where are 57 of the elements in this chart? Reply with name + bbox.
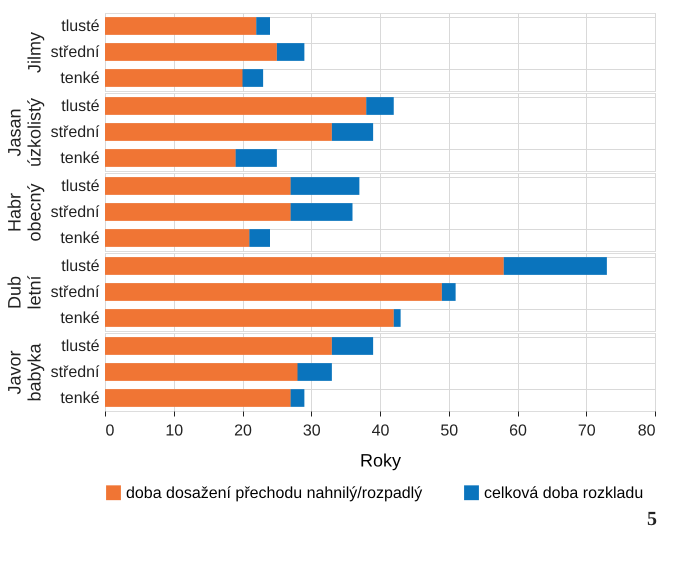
legend-label: doba dosažení přechodu nahnilý/rozpadlý bbox=[126, 484, 422, 502]
bar bbox=[105, 69, 242, 87]
x-tick-label: 80 bbox=[638, 422, 656, 440]
y-tick-label: tenké bbox=[60, 150, 100, 167]
y-tick-label: tenké bbox=[60, 390, 100, 407]
bar bbox=[290, 203, 352, 221]
y-axis-title: Javor babyka bbox=[4, 342, 45, 402]
y-axis-title: Jilmy bbox=[24, 32, 45, 73]
bar bbox=[504, 257, 607, 275]
y-axis-title: Dub letní bbox=[4, 275, 45, 310]
bar bbox=[366, 97, 394, 115]
y-tick-label: střední bbox=[50, 284, 100, 301]
x-tick-label: 70 bbox=[578, 422, 596, 440]
y-axis-title: Jasan úzkolistý bbox=[4, 98, 45, 168]
legend-label: celková doba rozkladu bbox=[484, 484, 644, 502]
bar bbox=[442, 283, 456, 301]
bar bbox=[105, 203, 291, 221]
bar bbox=[105, 43, 277, 61]
x-tick-label: 60 bbox=[509, 422, 527, 440]
bar bbox=[242, 69, 264, 87]
x-tick-label: 0 bbox=[106, 422, 114, 440]
bar bbox=[236, 149, 277, 167]
bar bbox=[290, 177, 360, 195]
y-tick-label: tlusté bbox=[61, 338, 100, 355]
y-tick-label: střední bbox=[50, 44, 100, 61]
y-tick-label: střední bbox=[50, 124, 100, 141]
x-axis-title: Roky bbox=[360, 450, 402, 470]
y-axis-title: Habr obecný bbox=[4, 183, 45, 242]
x-tick-label: 10 bbox=[165, 422, 184, 440]
y-tick-label: tlusté bbox=[61, 98, 100, 115]
y-tick-label: tenké bbox=[60, 230, 100, 247]
y-tick-label: tenké bbox=[60, 310, 100, 327]
bar bbox=[105, 123, 332, 141]
x-tick-label: 30 bbox=[302, 422, 321, 440]
x-tick-label: 50 bbox=[440, 422, 458, 440]
bar bbox=[105, 309, 394, 327]
y-tick-label: tenké bbox=[60, 70, 100, 87]
bar bbox=[105, 177, 291, 195]
bar bbox=[249, 229, 270, 247]
x-tick-label: 40 bbox=[372, 422, 390, 440]
y-tick-label: tlusté bbox=[61, 18, 100, 35]
y-tick-label: střední bbox=[50, 204, 100, 221]
y-tick-label: tlusté bbox=[61, 258, 100, 275]
y-tick-label: střední bbox=[50, 364, 100, 381]
bar bbox=[105, 17, 256, 35]
x-tick-label: 20 bbox=[234, 422, 252, 440]
bar bbox=[105, 149, 236, 167]
bar bbox=[276, 43, 304, 61]
y-tick-label: tlusté bbox=[61, 178, 100, 195]
bar bbox=[332, 123, 374, 141]
bar bbox=[394, 309, 401, 327]
bar bbox=[256, 17, 270, 35]
bar bbox=[105, 257, 504, 275]
bar bbox=[105, 229, 250, 247]
text: 5 bbox=[647, 508, 657, 530]
bar bbox=[105, 97, 366, 115]
bar bbox=[105, 283, 442, 301]
